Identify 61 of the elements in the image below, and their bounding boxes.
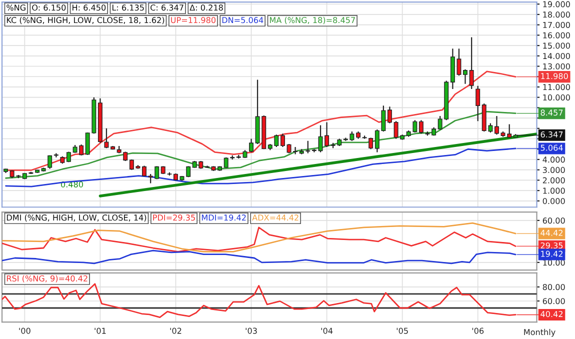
y-tick-label: 0.000 xyxy=(542,198,565,204)
y-tick-label: 15.000 xyxy=(543,42,570,49)
y-tick-label: 80.00 xyxy=(542,284,565,290)
series-label: ADX=44.42 xyxy=(252,214,298,221)
data-label: 8.457 xyxy=(540,110,563,116)
x-axis-title: Monthly xyxy=(524,328,556,337)
candlestick xyxy=(494,115,499,136)
text: 6.347 xyxy=(540,131,563,138)
x-tick-label: '03 xyxy=(246,328,257,334)
y-tick-label: 60.00 xyxy=(542,298,565,304)
y-tick-label: 16.000 xyxy=(543,32,570,38)
y-tick-label: 18.000 xyxy=(543,12,570,18)
candlestick xyxy=(249,138,254,153)
y-tick-label: 60.00 xyxy=(542,218,565,224)
x-tick-label: '04 xyxy=(321,328,333,334)
annotation: H: 6.450 xyxy=(72,4,106,11)
data-label: 44.42 xyxy=(540,230,562,236)
candlestick xyxy=(507,124,512,138)
x-tick-label: '02 xyxy=(170,328,182,334)
series-label: RSI (%NG, 9)=40.42 xyxy=(6,275,88,282)
data-label: 19.42 xyxy=(541,250,562,257)
candlestick xyxy=(368,137,374,150)
annotation: Δ: 0.218 xyxy=(190,4,223,11)
annotation: L: 6.135 xyxy=(112,4,144,11)
annotation: C: 6.347 xyxy=(150,4,184,11)
y-tick-label: 4.000 xyxy=(542,156,565,163)
candlestick xyxy=(418,120,424,134)
candlestick xyxy=(280,133,285,148)
legend-title: DMI (%NG, HIGH, LOW, CLOSE, 14) xyxy=(6,214,146,222)
text: UP=11.980 xyxy=(171,17,216,24)
candlestick xyxy=(324,122,330,148)
text: MA (%NG, 18)=8.457 xyxy=(270,16,355,24)
text: MDI=19.42 xyxy=(202,214,246,221)
annotation: %NG xyxy=(6,4,26,11)
data-label: 11.980 xyxy=(541,73,568,80)
data-label: 5.064 xyxy=(540,144,563,151)
candlestick xyxy=(204,165,210,168)
candlestick xyxy=(463,68,468,84)
candlestick xyxy=(476,85,480,122)
text: PDI=29.35 xyxy=(153,214,195,221)
candlestick xyxy=(48,154,52,170)
annotation: O: 6.150 xyxy=(32,4,66,11)
text: DN=5.064 xyxy=(222,17,264,24)
x-tick-label: '05 xyxy=(396,328,408,334)
x-tick-label: '06 xyxy=(472,328,484,334)
data-label: 40.42 xyxy=(540,310,562,318)
data-label: 29.35 xyxy=(540,242,563,249)
y-tick-label: 3.000 xyxy=(542,166,565,174)
x-tick-label: '00 xyxy=(19,328,30,334)
y-tick-label: 17.000 xyxy=(543,22,570,28)
x-tick-label: '01 xyxy=(94,328,106,334)
legend-title: KC (%NG, HIGH, LOW, CLOSE, 18, 1.62) xyxy=(6,16,164,24)
y-tick-label: 1.000 xyxy=(543,188,565,194)
y-tick-label: 14.000 xyxy=(543,52,570,60)
candlestick xyxy=(387,106,392,124)
y-tick-label: 11.000 xyxy=(543,84,570,90)
y-tick-label: 13.000 xyxy=(543,63,570,70)
y-tick-label: 2.000 xyxy=(542,177,565,184)
y-tick-label: 19.000 xyxy=(543,1,570,8)
y-tick-label: 10.000 xyxy=(543,94,570,101)
candlestick xyxy=(469,36,474,90)
